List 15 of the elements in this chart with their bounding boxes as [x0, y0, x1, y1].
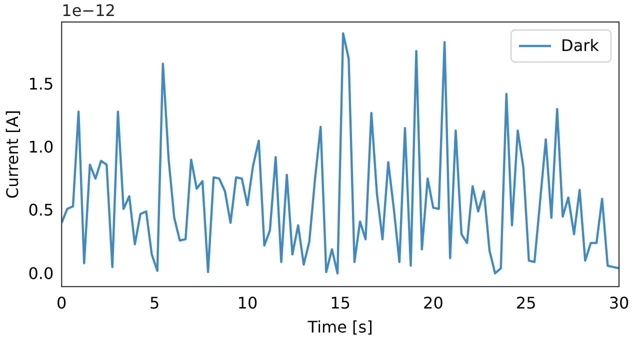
x-axis-title: Time [s] — [306, 318, 373, 337]
legend-label: Dark — [561, 36, 600, 56]
y-tick-label: 1.5 — [28, 74, 54, 94]
x-tick-label: 20 — [423, 293, 444, 312]
y-tick-label: 0.0 — [28, 264, 54, 283]
x-tick-label: 30 — [608, 293, 630, 312]
text: 1e−12 — [62, 1, 116, 20]
y-tick-label: 1.0 — [28, 137, 54, 156]
x-tick-label: 0 — [56, 293, 67, 312]
x-tick-label: 5 — [149, 293, 160, 312]
x-tick-label: 15 — [330, 293, 350, 312]
x-tick-label: 10 — [237, 293, 258, 312]
x-tick-label: 25 — [516, 293, 536, 312]
y-axis-title: Current [A] — [2, 110, 22, 199]
y-tick-label: 0.5 — [28, 200, 54, 220]
